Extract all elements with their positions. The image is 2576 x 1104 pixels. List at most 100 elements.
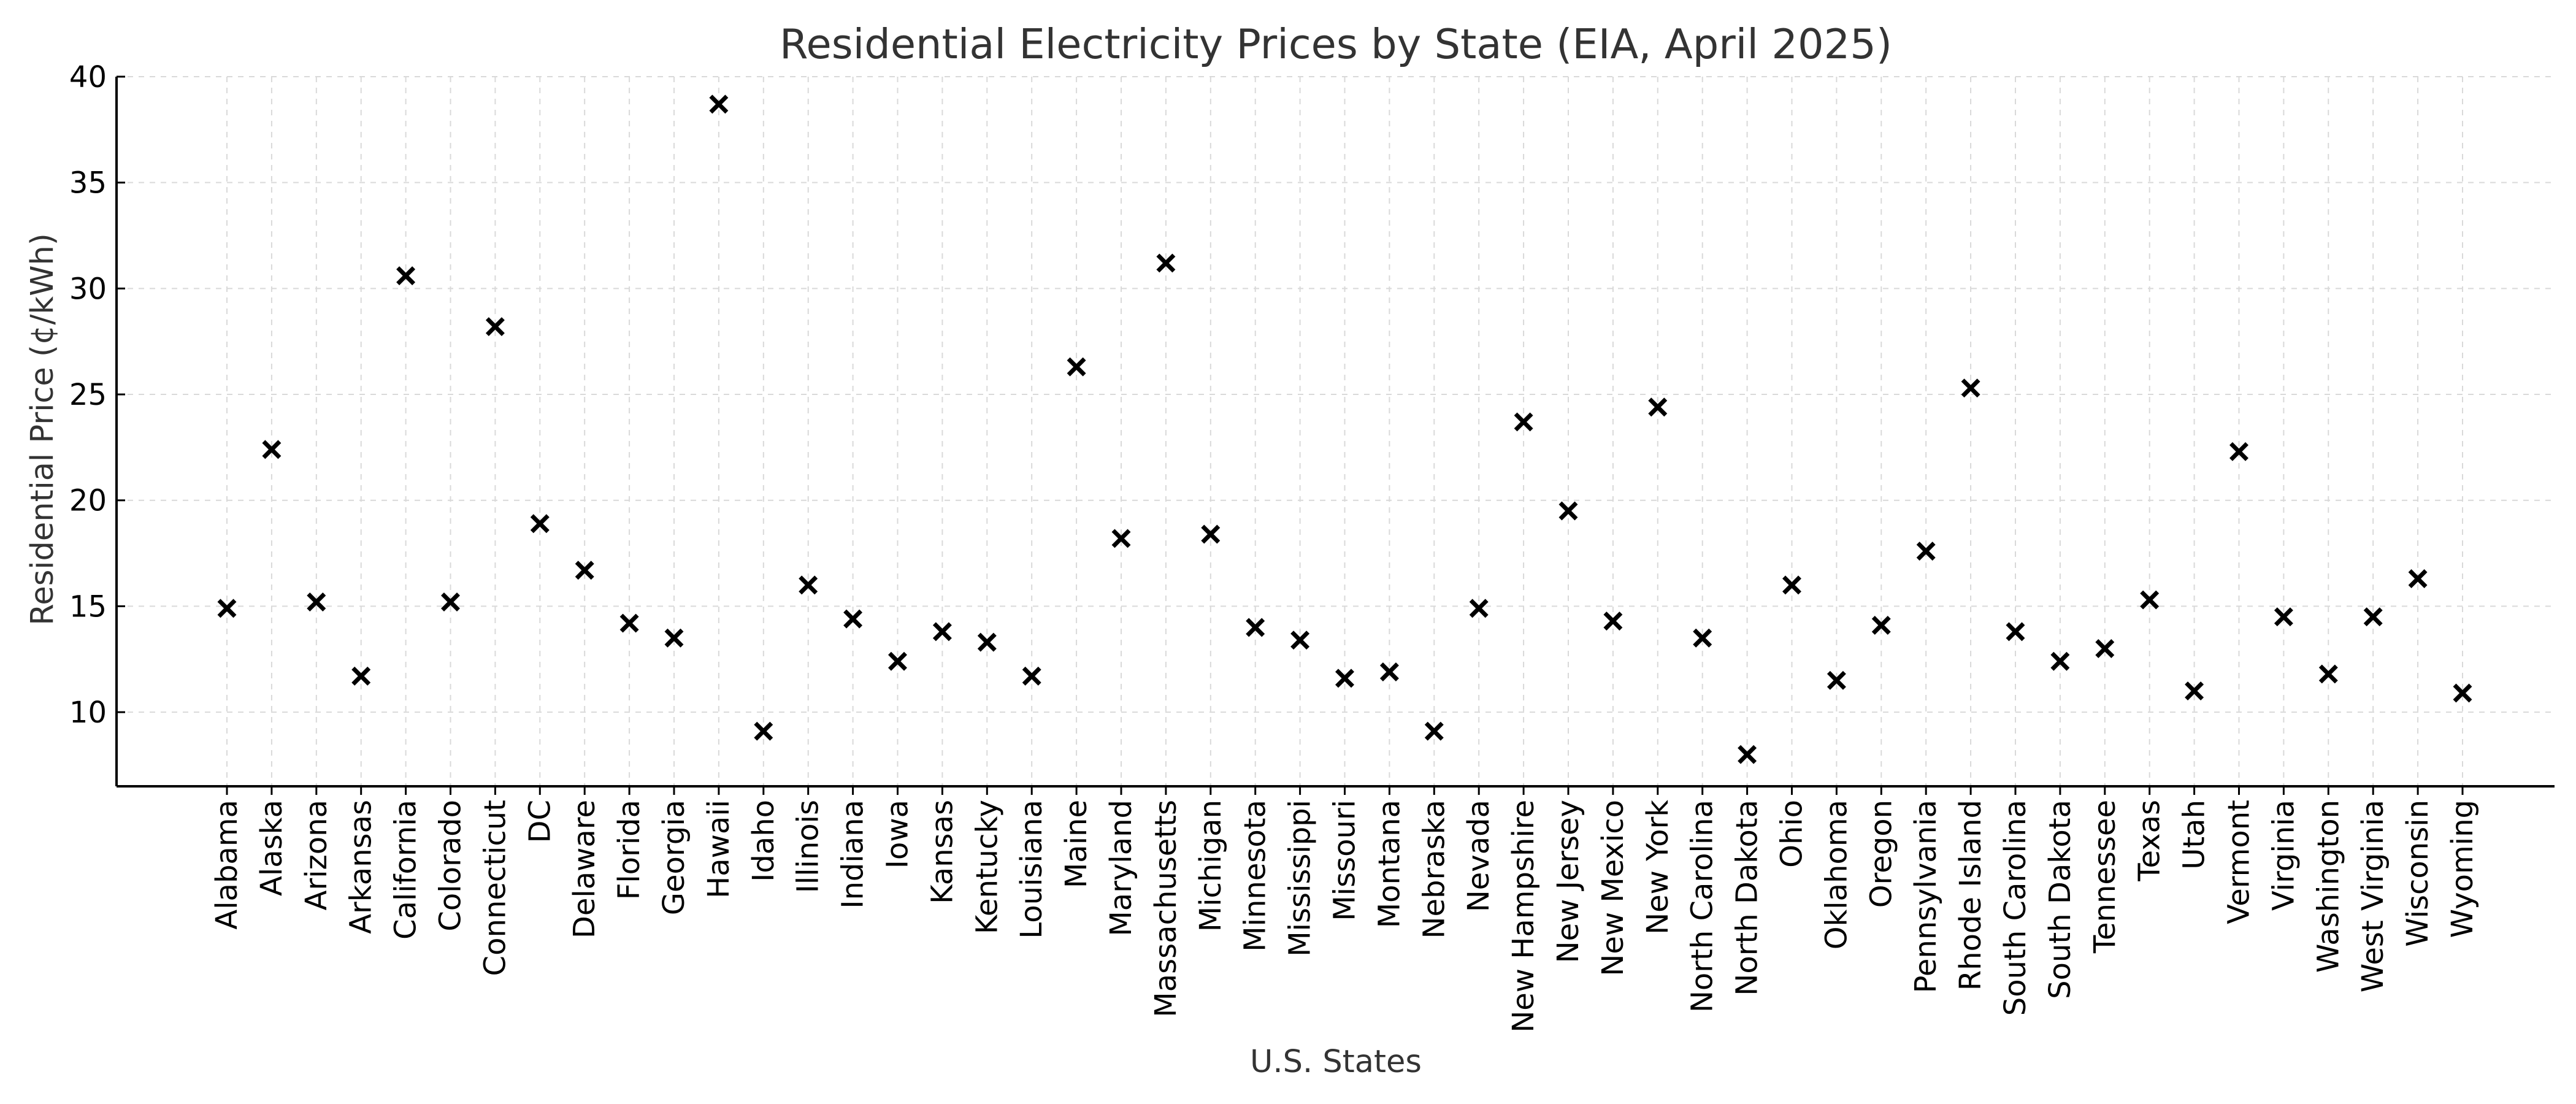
marker-stroke [932,622,952,642]
x-tick-label: North Dakota [1730,800,1765,996]
marker-stroke [1738,745,1757,764]
data-point-alabama [217,599,237,618]
axes [115,77,2555,788]
marker-stroke [485,317,505,337]
marker-stroke [1111,529,1131,548]
data-point-washington [2318,664,2338,684]
x-tick-label: Hawaii [702,800,736,899]
data-point-montana [1379,662,1399,681]
data-point-north-carolina [1693,628,1712,648]
y-tick-label: 10 [69,696,107,730]
data-point-california [396,266,416,286]
x-tick-label: Minnesota [1238,800,1273,952]
data-point-tennessee [2095,639,2115,658]
x-tick-label: Wyoming [2445,800,2480,938]
marker-stroke [664,628,684,648]
x-tick-label: Texas [2133,800,2167,882]
data-point-texas [2140,590,2160,610]
y-tick-label: 40 [69,60,107,94]
x-tick-label: New Hampshire [1506,800,1541,1033]
marker-stroke [1201,524,1221,544]
marker-stroke [1335,669,1354,688]
x-tick-label: Florida [612,800,646,900]
marker-stroke [1290,631,1310,650]
data-point-virginia [2274,607,2293,627]
data-point-florida [619,613,639,633]
marker-stroke [2274,607,2293,627]
data-point-oklahoma [1827,670,1846,690]
marker-stroke [1156,253,1176,273]
data-point-delaware [575,561,594,580]
chart-title: Residential Electricity Prices by State … [780,20,1892,68]
marker-stroke [843,609,863,629]
marker-stroke [977,632,997,652]
x-tick-label: New Mexico [1596,800,1630,976]
marker-stroke [1782,575,1801,595]
marker-stroke [1916,542,1936,561]
x-tick-label: Mississippi [1283,800,1317,957]
ticks: 10 15 20 25 30 35 40 Alabama Alaska Arizona Arkans… [69,60,2480,1033]
data-point-vermont [2229,442,2248,461]
x-tick-label: New York [1641,800,1675,935]
x-tick-label: Montana [1372,800,1406,928]
data-point-indiana [843,609,863,629]
x-tick-label: Missouri [1328,800,1362,921]
marker-stroke [351,666,371,686]
marker-stroke [888,651,907,671]
x-axis-label: U.S. States [1250,1044,1422,1080]
x-tick-label: North Carolina [1685,800,1720,1013]
data-point-maryland [1111,529,1131,548]
data-point-idaho [754,721,773,741]
data-point-ohio [1782,575,1801,595]
x-tick-label: Oklahoma [1819,800,1853,949]
y-tick-label: 30 [69,272,107,306]
data-point-arizona [307,592,326,612]
marker-stroke [1022,666,1041,686]
marker-stroke [2408,569,2428,589]
marker-stroke [2453,683,2472,703]
x-tick-label: California [389,800,423,940]
marker-stroke [1379,662,1399,681]
marker-stroke [575,561,594,580]
x-tick-label: Nebraska [1417,800,1451,938]
data-point-arkansas [351,666,371,686]
y-tick-label: 25 [69,378,107,412]
x-tick-label: Rhode Island [1953,800,1988,991]
x-tick-label: Utah [2177,800,2212,870]
data-point-utah [2185,681,2204,701]
y-axis-label: Residential Price (¢/kWh) [25,233,61,625]
y-tick-label: 35 [69,166,107,201]
x-tick-label: New Jersey [1551,800,1585,963]
x-tick-label: Pennsylvania [1909,800,1943,993]
data-point-new-york [1648,397,1668,417]
marker-stroke [2363,607,2383,627]
marker-stroke [1514,412,1533,432]
y-tick-label: 20 [69,484,107,518]
x-tick-label: Vermont [2222,800,2256,924]
x-tick-label: Massachusetts [1149,800,1183,1018]
data-point-maine [1067,357,1086,377]
x-tick-label: Indiana [836,800,870,909]
x-tick-label: Connecticut [478,800,512,976]
x-tick-label: Alabama [210,800,244,930]
x-tick-label: Delaware [567,800,602,938]
x-tick-label: Iowa [881,800,915,868]
data-point-south-dakota [2050,651,2070,671]
marker-stroke [2140,590,2160,610]
data-point-west-virginia [2363,607,2383,627]
marker-stroke [441,592,460,612]
data-point-colorado [441,592,460,612]
data-point-massachusetts [1156,253,1176,273]
x-tick-label: Alaska [255,800,289,896]
x-tick-label: Georgia [657,800,691,915]
marker-stroke [619,613,639,633]
data-point-connecticut [485,317,505,337]
data-point-new-mexico [1603,611,1623,631]
data-point-south-carolina [2006,622,2025,642]
marker-stroke [396,266,416,286]
x-tick-label: Wisconsin [2401,800,2435,947]
x-tick-label: DC [523,800,557,843]
data-point-kentucky [977,632,997,652]
marker-stroke [1693,628,1712,648]
data-point-michigan [1201,524,1221,544]
